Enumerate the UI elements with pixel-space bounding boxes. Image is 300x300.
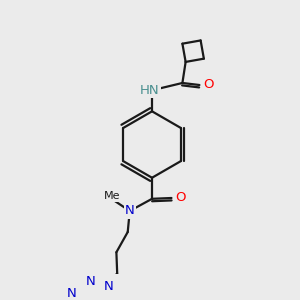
Text: N: N xyxy=(85,274,95,287)
Text: N: N xyxy=(125,205,135,218)
Text: HN: HN xyxy=(140,84,160,97)
Text: N: N xyxy=(103,280,113,293)
Text: O: O xyxy=(203,79,214,92)
Text: N: N xyxy=(67,287,77,300)
Text: O: O xyxy=(175,191,186,205)
Text: Me: Me xyxy=(104,191,120,201)
